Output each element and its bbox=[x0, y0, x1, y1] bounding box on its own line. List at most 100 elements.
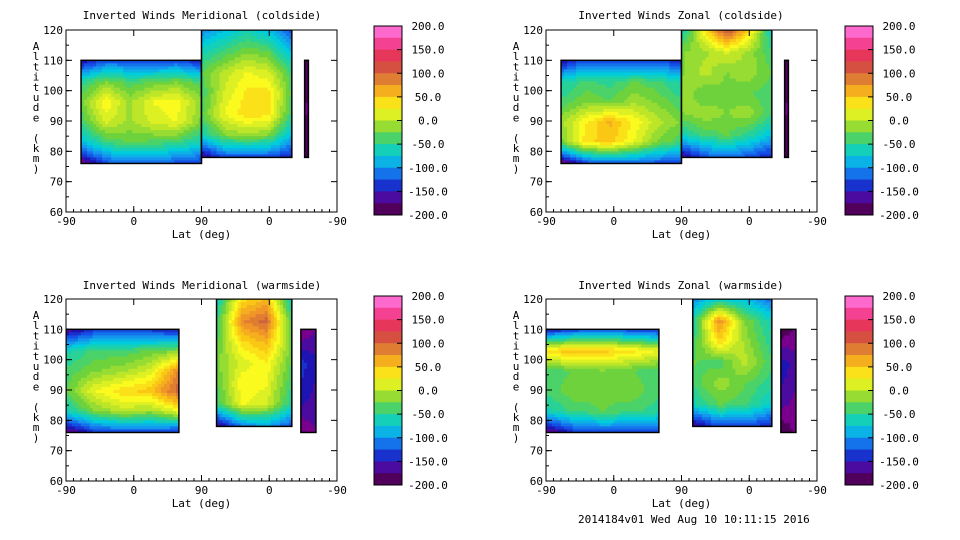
data-cell bbox=[159, 157, 163, 161]
data-cell bbox=[651, 139, 655, 143]
data-cell bbox=[609, 102, 613, 107]
data-cell bbox=[636, 139, 640, 143]
data-cell bbox=[84, 136, 88, 140]
data-cell bbox=[732, 39, 737, 43]
data-cell bbox=[222, 108, 226, 113]
data-cell bbox=[666, 148, 670, 152]
data-cell bbox=[645, 75, 649, 79]
data-cell bbox=[198, 78, 202, 82]
data-cell bbox=[216, 63, 220, 67]
data-cell bbox=[636, 127, 640, 131]
data-cell bbox=[591, 139, 595, 143]
data-cell bbox=[168, 84, 172, 89]
data-cell bbox=[768, 111, 773, 116]
data-cell bbox=[717, 111, 722, 116]
data-cell bbox=[84, 75, 88, 79]
data-cell bbox=[591, 145, 595, 149]
data-cell bbox=[693, 84, 697, 89]
data-cell bbox=[102, 72, 106, 76]
data-cell bbox=[87, 102, 91, 107]
data-cell bbox=[213, 69, 217, 73]
data-cell bbox=[123, 78, 127, 82]
data-cell bbox=[141, 60, 145, 64]
data-cell bbox=[225, 102, 229, 107]
data-cell bbox=[258, 121, 263, 125]
data-cell bbox=[729, 108, 734, 113]
data-cell bbox=[648, 130, 652, 134]
data-cell bbox=[279, 69, 284, 73]
data-cell bbox=[687, 60, 691, 64]
data-cell bbox=[228, 136, 233, 140]
data-cell bbox=[261, 90, 266, 95]
data-cell bbox=[99, 133, 103, 137]
data-cell bbox=[141, 124, 145, 128]
data-cell bbox=[108, 99, 112, 104]
data-cell bbox=[603, 160, 607, 164]
data-cell bbox=[624, 78, 628, 82]
data-cell bbox=[600, 136, 604, 140]
data-cell bbox=[246, 75, 251, 79]
data-cell bbox=[666, 87, 670, 92]
data-cell bbox=[759, 90, 764, 95]
data-cell bbox=[141, 145, 145, 149]
data-cell bbox=[117, 160, 121, 164]
data-cell bbox=[123, 108, 127, 113]
data-cell bbox=[117, 99, 121, 104]
data-cell bbox=[567, 148, 571, 152]
data-cell bbox=[243, 102, 248, 107]
data-cell bbox=[114, 63, 118, 67]
data-cell bbox=[579, 60, 583, 64]
data-cell bbox=[267, 45, 272, 49]
data-cell bbox=[723, 75, 728, 79]
data-cell bbox=[576, 78, 580, 82]
data-cell bbox=[588, 93, 592, 98]
data-cell bbox=[561, 111, 565, 116]
data-cell bbox=[111, 148, 115, 152]
data-cell bbox=[150, 69, 154, 73]
data-cell bbox=[630, 117, 634, 122]
data-cell bbox=[231, 151, 236, 155]
data-cell bbox=[243, 78, 248, 82]
data-cell bbox=[132, 81, 136, 85]
data-cell bbox=[162, 130, 166, 134]
data-cell bbox=[687, 42, 691, 46]
data-cell bbox=[213, 30, 217, 34]
data-cell bbox=[231, 148, 236, 152]
data-cell bbox=[759, 39, 764, 43]
data-cell bbox=[93, 154, 97, 158]
data-cell bbox=[672, 96, 676, 101]
data-cell bbox=[711, 45, 716, 49]
data-cell bbox=[282, 139, 287, 143]
data-cell bbox=[150, 93, 154, 98]
data-cell bbox=[159, 133, 163, 137]
data-cell bbox=[261, 75, 266, 79]
data-cell bbox=[285, 136, 290, 140]
data-cell bbox=[162, 111, 166, 116]
data-cell bbox=[207, 42, 211, 46]
data-cell bbox=[615, 84, 619, 89]
data-cell bbox=[228, 39, 233, 43]
data-cell bbox=[168, 139, 172, 143]
data-cell bbox=[192, 108, 196, 113]
data-cell bbox=[126, 111, 130, 116]
data-cell bbox=[165, 145, 169, 149]
data-cell bbox=[117, 139, 121, 143]
data-cell bbox=[660, 69, 664, 73]
data-cell bbox=[210, 51, 214, 55]
data-cell bbox=[135, 78, 139, 82]
data-cell bbox=[702, 105, 706, 110]
data-cell bbox=[750, 69, 755, 73]
x-axis-label: Lat (deg) bbox=[172, 228, 232, 241]
data-cell bbox=[666, 63, 670, 67]
data-cell bbox=[639, 72, 643, 76]
data-cell bbox=[222, 36, 226, 40]
data-cell bbox=[207, 139, 211, 143]
data-cell bbox=[84, 148, 88, 152]
data-cell bbox=[304, 72, 309, 76]
data-cell bbox=[123, 114, 127, 119]
data-cell bbox=[135, 66, 139, 70]
data-cell bbox=[261, 133, 266, 137]
data-cell bbox=[270, 124, 275, 128]
data-cell bbox=[723, 105, 728, 110]
data-cell bbox=[657, 111, 661, 116]
